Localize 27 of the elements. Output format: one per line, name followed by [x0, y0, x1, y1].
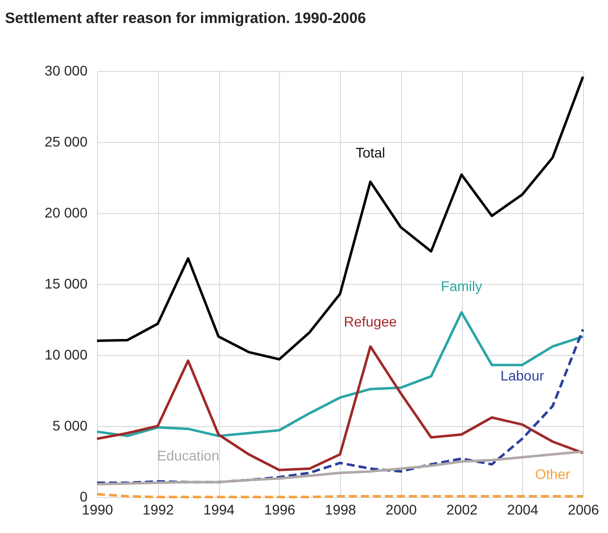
line-series [96, 311, 584, 438]
y-tick-label: 10 000 [44, 346, 88, 362]
series-label: Refugee [344, 313, 398, 330]
x-tick-label: 2004 [507, 502, 539, 518]
line-series [96, 450, 584, 486]
y-tick-label: 20 000 [44, 204, 88, 220]
series-label: Education [156, 448, 220, 464]
y-tick-label: 25 000 [44, 134, 88, 150]
x-tick-label: 1994 [203, 502, 235, 518]
x-tick-label: 2002 [446, 502, 478, 518]
x-tick-label: 1990 [82, 502, 114, 518]
x-tick-label: 1996 [264, 502, 296, 518]
line-series [96, 328, 584, 484]
x-tick-label: 2006 [568, 502, 600, 518]
x-tick-label: 1992 [142, 502, 174, 518]
y-tick-label: 15 000 [44, 276, 88, 292]
series-label: Family [440, 278, 482, 294]
x-tick-label: 2000 [386, 502, 418, 518]
chart-title: Settlement after reason for immigration. 1990-2006 [5, 10, 366, 27]
line-series [96, 75, 584, 361]
series-label: Other [535, 466, 570, 482]
series-label: Total [356, 144, 386, 160]
y-tick-label: 5 000 [52, 418, 88, 434]
x-tick-label: 1998 [324, 502, 356, 518]
y-tick-label: 30 000 [44, 62, 88, 78]
series-label: Labour [500, 367, 544, 384]
y-tick-label: 0 [80, 488, 88, 504]
